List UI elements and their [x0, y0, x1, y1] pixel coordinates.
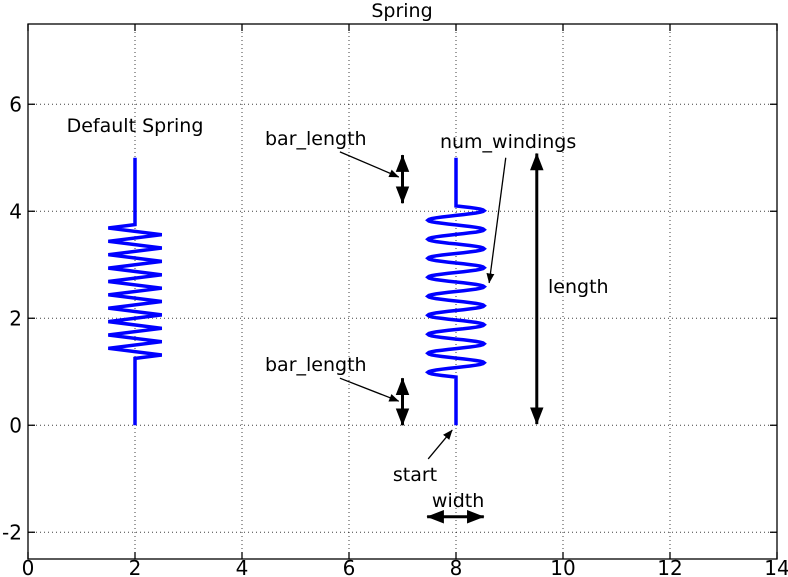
- x-tick-label: 8: [450, 556, 463, 577]
- x-tick-label: 4: [236, 556, 249, 577]
- bar-length-top-label: bar_length: [265, 128, 367, 150]
- length-label: length: [548, 276, 609, 298]
- y-tick-label: -2: [2, 520, 22, 544]
- x-tick-label: 2: [129, 556, 142, 577]
- y-tick-label: 0: [9, 413, 22, 437]
- y-tick-label: 2: [9, 306, 22, 330]
- start-label: start: [393, 464, 437, 486]
- grid-layer: [28, 24, 777, 559]
- x-tick-label: 14: [764, 556, 788, 577]
- num-windings-arrow: [486, 157, 507, 284]
- bar-length-bottom-label: bar_length: [265, 354, 367, 376]
- default-spring-label: Default Spring: [67, 115, 204, 137]
- x-tick-label: 10: [550, 556, 575, 577]
- bar-length-top-arrow: [339, 151, 400, 178]
- y-tick-label: 6: [9, 92, 22, 116]
- annotated-spring: [424, 157, 488, 426]
- y-tick-label: 4: [9, 199, 22, 223]
- chart-title: Spring: [371, 0, 432, 22]
- series-layer: [108, 157, 488, 426]
- default-spring: [108, 157, 163, 426]
- x-tick-label: 6: [343, 556, 356, 577]
- annotation-layer: Default Spring bar_length num_windingsleng…: [67, 115, 609, 524]
- width-label: width: [432, 490, 484, 512]
- bar-length-bottom-arrow: [339, 377, 400, 402]
- x-tick-label: 12: [657, 556, 682, 577]
- x-tick-label: 0: [22, 556, 35, 577]
- num-windings-label: num_windings: [440, 131, 576, 153]
- start-arrow: [427, 429, 453, 460]
- axes-frame: [27, 23, 778, 560]
